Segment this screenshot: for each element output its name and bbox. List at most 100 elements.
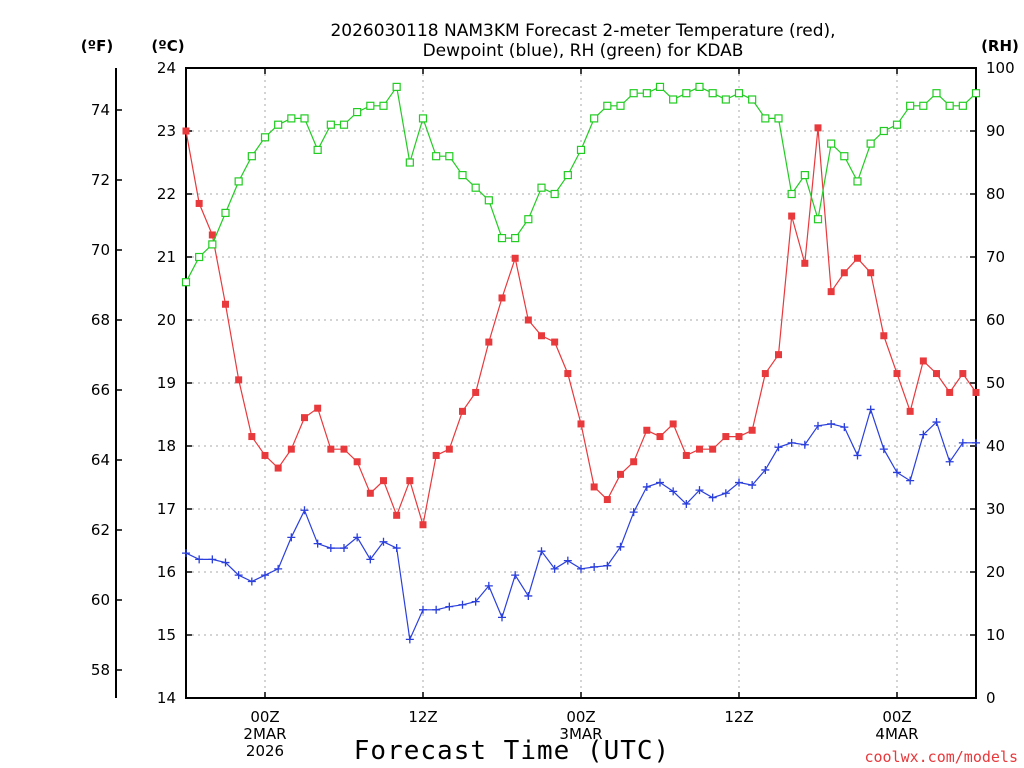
temperature-point [788,212,796,220]
rh-point [787,189,796,199]
rh-point [682,89,691,98]
temperature-point [261,451,269,459]
temperature-point [208,231,216,239]
rh-point [958,101,967,110]
rh-point [840,152,849,161]
rh-point [260,133,270,142]
rh-point [392,82,401,92]
dewpoint-point [774,443,783,452]
dewpoint-point [221,558,230,567]
chart-title-line-2: Dewpoint (blue), RH (green) for KDAB [423,41,744,61]
dewpoint-point [958,438,967,447]
rh-tick-label: 80 [986,185,1005,203]
temperature-point [577,420,585,428]
dewpoint-point [195,555,204,564]
temperature-point [472,388,480,396]
dewpoint-point [247,577,256,586]
rh-tick-label: 10 [986,626,1005,644]
rh-point [405,158,414,167]
rh-point [655,82,665,92]
temperature-point [814,124,822,132]
temperature-point [669,420,677,428]
rh-point [313,145,322,154]
temperature-point [801,259,809,267]
rh-point [853,177,862,186]
dewpoint-point [577,564,585,573]
rh-tick-label: 100 [986,59,1015,77]
fahrenheit-tick-label: 58 [91,661,110,679]
temperature-point [656,433,664,441]
rh-point [484,196,493,205]
rh-point [866,139,875,148]
temperature-point [919,357,927,365]
rh-point [511,234,520,243]
temperature-point [972,388,980,396]
dewpoint-point [313,539,322,548]
dewpoint-point [511,571,520,580]
temperature-point [959,370,967,378]
dewpoint-point [972,438,980,447]
rh-point [458,171,467,180]
temperature-point [590,483,598,491]
temperature-point [222,300,229,308]
temperature-point [366,489,374,497]
x-tick-label: 3MAR [559,725,602,743]
temperature-point [248,433,256,441]
rh-point [734,89,744,98]
temperature-point [761,370,769,378]
rh-unit-label: (RH) [981,37,1019,55]
rh-point [721,95,730,104]
dewpoint-point [708,493,717,502]
temperature-point [748,426,756,434]
x-tick-label: 00Z [882,708,911,726]
series-rh [181,82,981,287]
rh-point [208,240,217,249]
dewpoint-point [919,430,928,439]
dewpoint-point [761,465,770,474]
dewpoint-point [471,597,480,606]
rh-point [339,120,349,129]
rh-point [945,101,954,110]
dewpoint-point [353,533,362,542]
dewpoint-point [300,506,309,515]
rh-point [813,215,823,224]
rh-point [181,278,191,287]
dewpoint-point [563,556,572,565]
dewpoint-point [656,478,664,487]
temperature-point [445,445,453,453]
temperature-point [735,433,743,441]
rh-point [300,114,309,123]
temperature-point [353,458,361,466]
temperature-point [380,477,387,485]
temperature-point [682,451,690,459]
series-temperature [182,124,980,529]
rh-point [616,101,625,110]
dewpoint-point [814,421,822,430]
dewpoint-point [182,549,190,558]
chart-title-line-1: 2026030118 NAM3KM Forecast 2-meter Tempe… [330,21,835,41]
fahrenheit-tick-label: 64 [91,451,110,469]
temperature-point [524,316,532,324]
rh-point [247,152,256,161]
axes: 58 60 62 64 66 68 70 72 74 14 15 16 17 18 19 20 21 22 23 24… [91,59,1015,760]
dewpoint-point [208,555,217,564]
rh-point [497,234,507,243]
temperature-point [393,511,401,519]
temperature-point [340,445,348,453]
dewpoint-point [498,613,506,622]
fahrenheit-tick-label: 60 [91,591,110,609]
temperature-point [406,477,414,485]
dewpoint-point [590,562,599,571]
dewpoint-point [274,564,283,573]
rh-point [287,114,296,123]
temperature-point [827,288,835,296]
dewpoint-point [419,605,427,614]
rh-point [418,114,428,123]
temperature-point [511,254,519,262]
rh-point [879,126,888,136]
rh-point [537,183,546,192]
temperature-point [314,404,322,412]
dewpoint-point [800,440,809,449]
rh-point [971,89,981,98]
rh-point [761,114,770,123]
